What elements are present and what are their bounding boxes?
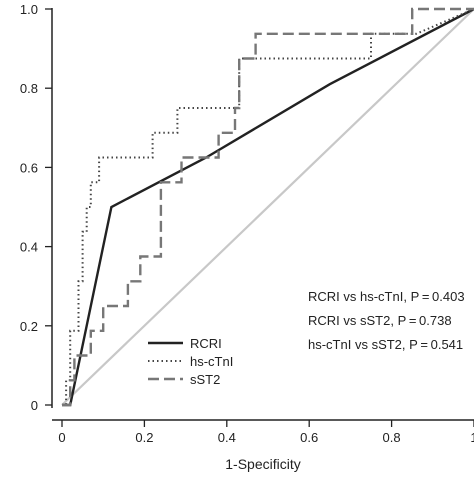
legend: RCRI hs-cTnI sST2 bbox=[148, 336, 233, 387]
legend-label-sst2: sST2 bbox=[190, 372, 220, 387]
reference-line-layer bbox=[61, 8, 474, 406]
axes-layer: 0 0.2 0.4 0.6 0.8 1 0 0.2 0.4 0.6 0.8 1.0 1-Specif… bbox=[20, 2, 474, 472]
x-tick-label: 1 bbox=[470, 430, 474, 445]
x-axis-title: 1-Specificity bbox=[225, 456, 300, 472]
p-value-annotation: RCRI vs hs-cTnI, P = 0.403 bbox=[308, 289, 465, 304]
x-tick-label: 0.6 bbox=[300, 430, 318, 445]
y-tick-label: 0.6 bbox=[20, 160, 38, 175]
x-ticks: 0 0.2 0.4 0.6 0.8 1 bbox=[58, 420, 474, 445]
annotations: RCRI vs hs-cTnI, P = 0.403 RCRI vs sST2, … bbox=[308, 289, 465, 352]
legend-label-rcri: RCRI bbox=[190, 336, 222, 351]
x-tick-label: 0 bbox=[58, 430, 65, 445]
y-tick-label: 1.0 bbox=[20, 2, 38, 17]
y-tick-label: 0.8 bbox=[20, 81, 38, 96]
series-layer bbox=[62, 7, 474, 407]
y-ticks: 0 0.2 0.4 0.6 0.8 1.0 bbox=[20, 2, 52, 413]
y-tick-label: 0.2 bbox=[20, 319, 38, 334]
x-tick-label: 0.8 bbox=[383, 430, 401, 445]
reference-diagonal-line bbox=[61, 8, 474, 406]
series-line-hs-ctni bbox=[62, 8, 474, 406]
legend-label-hs-ctni: hs-cTnI bbox=[190, 354, 233, 369]
x-tick-label: 0.4 bbox=[218, 430, 236, 445]
p-value-annotation: RCRI vs sST2, P = 0.738 bbox=[308, 313, 452, 328]
x-tick-label: 0.2 bbox=[135, 430, 153, 445]
y-tick-label: 0.4 bbox=[20, 240, 38, 255]
p-value-annotation: hs-cTnI vs sST2, P = 0.541 bbox=[308, 337, 463, 352]
y-tick-label: 0 bbox=[31, 398, 38, 413]
